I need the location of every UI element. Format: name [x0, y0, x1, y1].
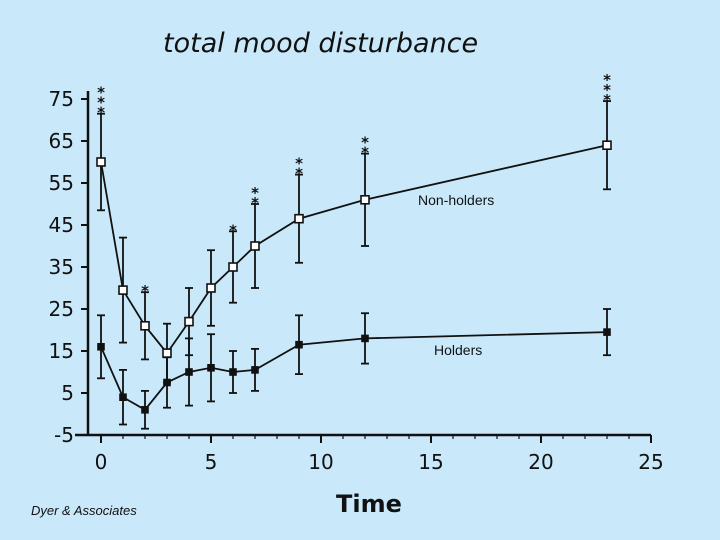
marker-open-square — [140, 320, 150, 331]
significance-star: * — [295, 155, 303, 173]
marker-open-square — [250, 241, 260, 251]
y-tick-label: 5 — [61, 381, 74, 405]
series-line-holders — [100, 331, 608, 411]
x-tick-label: 25 — [638, 450, 663, 474]
marker-open-square — [294, 213, 304, 224]
marker-filled-square — [361, 334, 369, 343]
marker-open-square — [228, 262, 238, 272]
x-axis-label: Time — [336, 490, 402, 518]
marker-open-square — [162, 348, 172, 358]
significance-marks: ************** — [97, 71, 611, 300]
marker-filled-square — [119, 393, 127, 402]
significance-star: * — [603, 81, 611, 99]
y-tick-label: -5 — [54, 423, 74, 447]
y-tick-label: 55 — [49, 171, 74, 195]
marker-filled-square — [295, 340, 303, 349]
x-tick-label: 20 — [528, 450, 553, 474]
y-tick-label: 25 — [49, 297, 74, 321]
significance-star: * — [251, 194, 259, 212]
significance-star: * — [97, 104, 105, 122]
series-label-non-holders: Non-holders — [418, 192, 494, 208]
x-tick-label: 10 — [308, 450, 333, 474]
chart-title: total mood disturbance — [163, 28, 478, 59]
x-tick-label: 5 — [205, 450, 218, 474]
series-label-holders: Holders — [434, 342, 482, 358]
y-tick-label: 65 — [49, 129, 74, 153]
marker-filled-square — [251, 366, 259, 374]
axes: 75 65 55 45 35 25 15 5 -5 0 5 10 15 20 25 — [49, 87, 664, 474]
marker-filled-square — [229, 368, 237, 376]
x-tick-label: 0 — [95, 450, 108, 474]
credit-text: Dyer & Associates — [31, 503, 137, 518]
y-tick-label: 45 — [49, 213, 74, 237]
significance-star: * — [97, 84, 105, 102]
marker-open-square — [360, 195, 370, 205]
marker-open-square — [184, 316, 194, 327]
data-markers — [96, 140, 612, 414]
significance-star: * — [603, 71, 611, 89]
series-lines — [100, 144, 608, 411]
marker-filled-square — [603, 328, 611, 336]
marker-filled-square — [163, 378, 171, 387]
significance-star: * — [603, 91, 611, 109]
significance-star: * — [361, 144, 369, 162]
marker-filled-square — [207, 363, 215, 372]
significance-star: * — [229, 221, 237, 239]
error-bars — [97, 100, 611, 430]
marker-filled-square — [141, 405, 149, 414]
significance-star: * — [251, 184, 259, 202]
x-tick-label: 15 — [418, 450, 443, 474]
marker-filled-square — [185, 368, 193, 376]
marker-open-square — [118, 285, 128, 295]
marker-open-square — [602, 140, 612, 150]
significance-star: * — [97, 94, 105, 112]
marker-filled-square — [97, 342, 105, 351]
y-tick-label: 75 — [49, 87, 74, 111]
significance-star: * — [361, 134, 369, 152]
significance-star: * — [141, 282, 149, 300]
series-line-non-holders — [100, 144, 608, 355]
y-tick-label: 15 — [49, 339, 74, 363]
y-tick-label: 35 — [49, 255, 74, 279]
marker-open-square — [96, 157, 106, 167]
marker-open-square — [206, 283, 216, 293]
significance-star: * — [295, 165, 303, 183]
